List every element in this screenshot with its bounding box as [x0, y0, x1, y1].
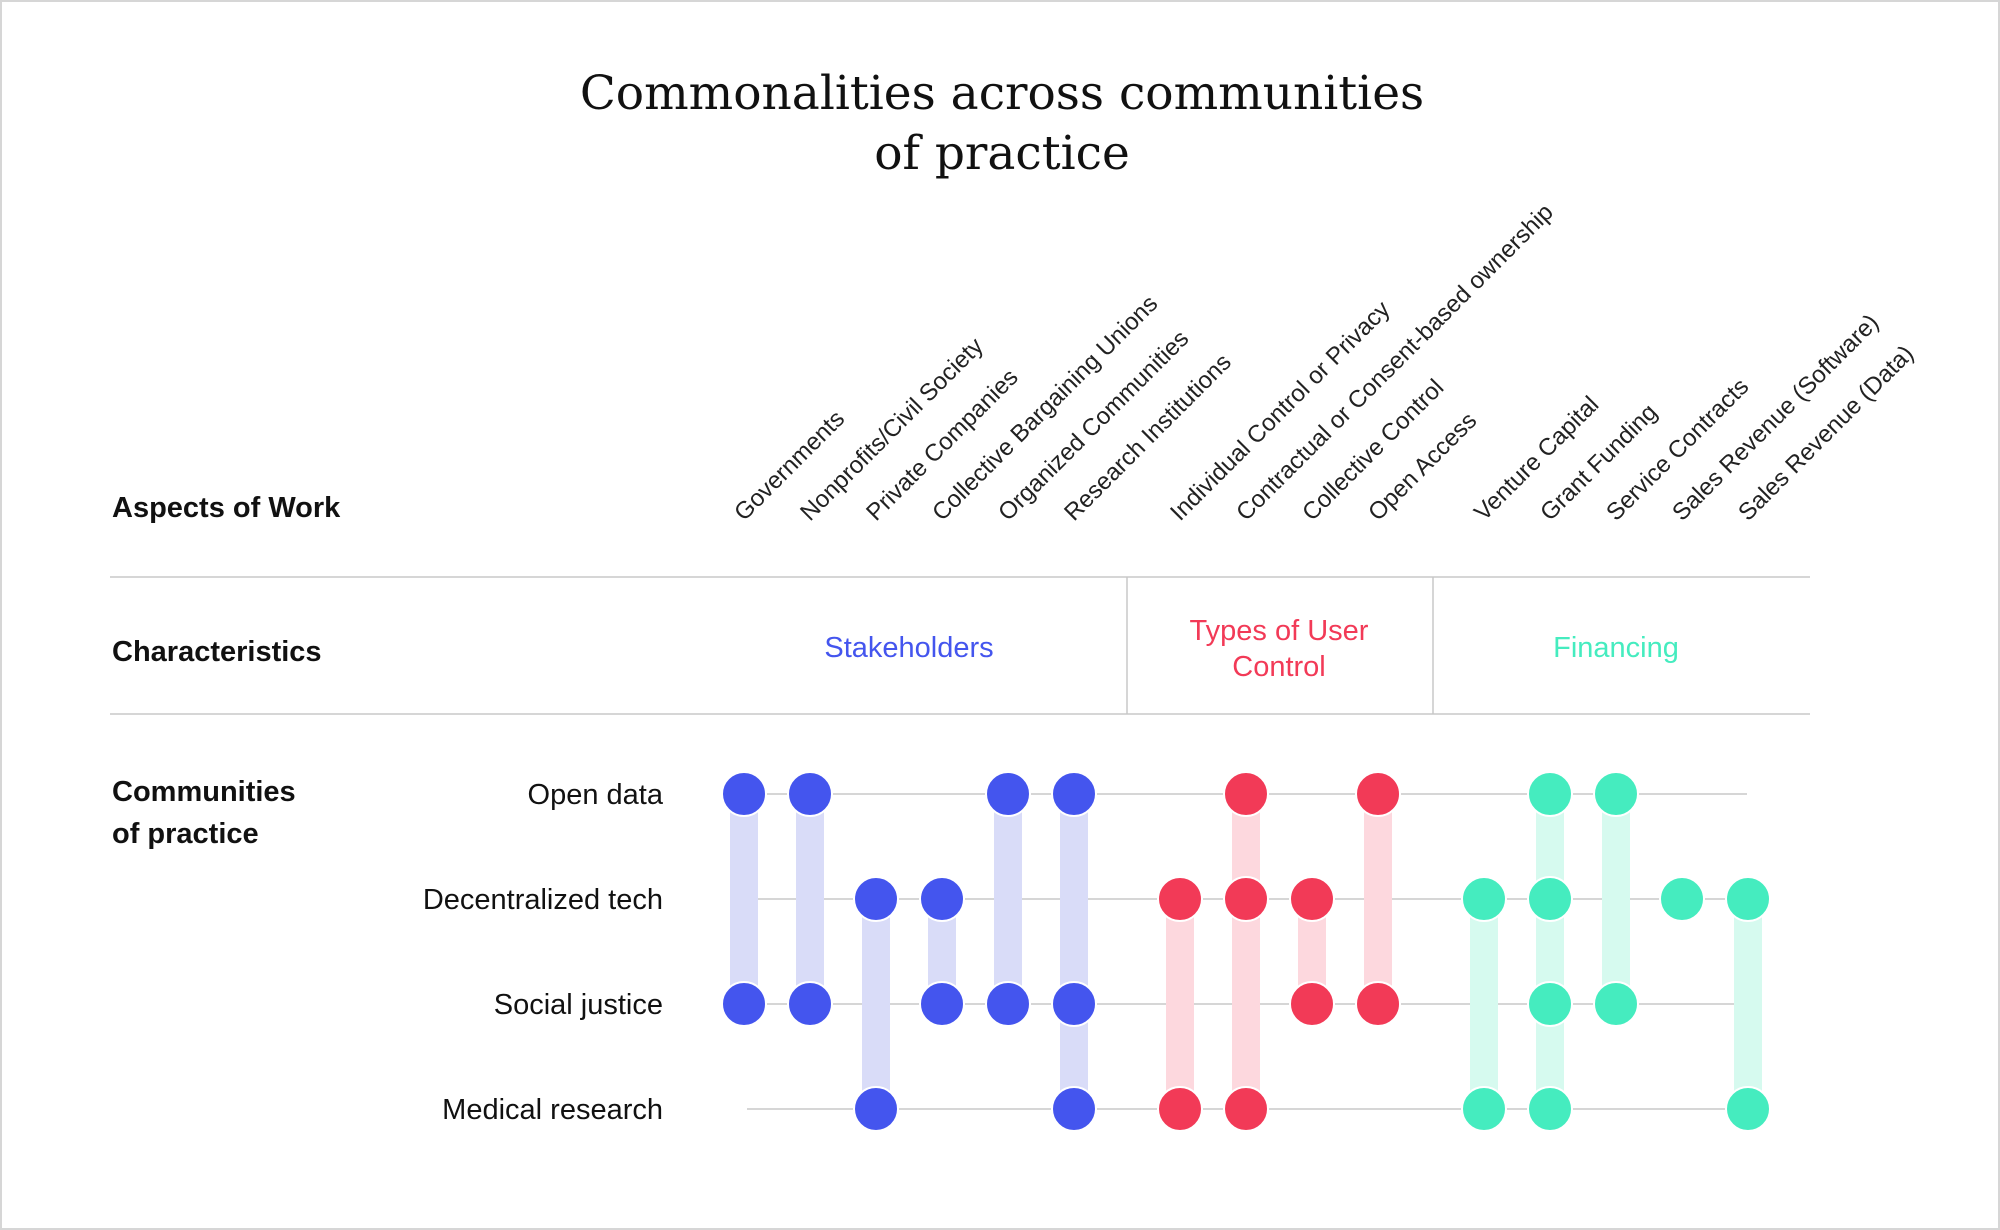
- dot-open-access-social-justice: [1355, 981, 1401, 1027]
- connector-bar-research-institutions: [1060, 794, 1088, 1109]
- dot-private-companies-medical-research: [853, 1086, 899, 1132]
- community-label-open-data: Open data: [528, 779, 664, 811]
- community-label-social-justice: Social justice: [494, 989, 663, 1021]
- column-label-grant-funding: Grant Funding: [1535, 399, 1663, 527]
- connector-bar-grant-funding: [1536, 794, 1564, 1109]
- chart-title: Commonalities across communities of prac…: [452, 64, 1552, 184]
- dot-collective-bargaining-unions-social-justice: [919, 981, 965, 1027]
- connector-bar-organized-communities: [994, 794, 1022, 1004]
- dot-grant-funding-social-justice: [1527, 981, 1573, 1027]
- dot-collective-control-decentralized-tech: [1289, 876, 1335, 922]
- group-label-line-1: Financing: [1553, 632, 1679, 664]
- group-label-line-1: Stakeholders: [824, 632, 993, 664]
- dot-research-institutions-open-data: [1051, 771, 1097, 817]
- dot-contractual-or-consent-based-ownership-decentralized-tech: [1223, 876, 1269, 922]
- group-label-financing: Financing: [1553, 632, 1679, 664]
- dot-research-institutions-medical-research: [1051, 1086, 1097, 1132]
- dot-collective-bargaining-unions-decentralized-tech: [919, 876, 965, 922]
- group-label-line-2: Control: [1232, 651, 1326, 683]
- group-label-line-1: Types of User: [1190, 615, 1369, 647]
- dot-grant-funding-open-data: [1527, 771, 1573, 817]
- community-label-medical-research: Medical research: [442, 1094, 663, 1126]
- dot-individual-control-or-privacy-medical-research: [1157, 1086, 1203, 1132]
- community-label-decentralized-tech: Decentralized tech: [423, 884, 663, 916]
- dot-grant-funding-decentralized-tech: [1527, 876, 1573, 922]
- connector-bar-governments: [730, 794, 758, 1004]
- dot-contractual-or-consent-based-ownership-open-data: [1223, 771, 1269, 817]
- dot-contractual-or-consent-based-ownership-medical-research: [1223, 1086, 1269, 1132]
- dot-research-institutions-social-justice: [1051, 981, 1097, 1027]
- communities-label-line-2: of practice: [112, 818, 259, 850]
- connector-bar-venture-capital: [1470, 899, 1498, 1109]
- connector-bar-service-contracts: [1602, 794, 1630, 1004]
- dot-nonprofits-civil-society-open-data: [787, 771, 833, 817]
- dot-sales-revenue-data-decentralized-tech: [1725, 876, 1771, 922]
- dot-collective-control-social-justice: [1289, 981, 1335, 1027]
- aspects-of-work-label: Aspects of Work: [112, 492, 341, 524]
- connector-bar-contractual-or-consent-based-ownership: [1232, 794, 1260, 1109]
- connector-bar-sales-revenue-data: [1734, 899, 1762, 1109]
- dot-sales-revenue-software-decentralized-tech: [1659, 876, 1705, 922]
- dot-nonprofits-civil-society-social-justice: [787, 981, 833, 1027]
- dot-venture-capital-medical-research: [1461, 1086, 1507, 1132]
- dot-venture-capital-decentralized-tech: [1461, 876, 1507, 922]
- dot-open-access-open-data: [1355, 771, 1401, 817]
- communities-label: Communities of practice: [112, 771, 296, 855]
- dot-sales-revenue-data-medical-research: [1725, 1086, 1771, 1132]
- chart-title-line-1: Commonalities across communities: [579, 66, 1425, 121]
- dot-private-companies-decentralized-tech: [853, 876, 899, 922]
- connector-bar-private-companies: [862, 899, 890, 1109]
- dot-service-contracts-social-justice: [1593, 981, 1639, 1027]
- dot-individual-control-or-privacy-decentralized-tech: [1157, 876, 1203, 922]
- characteristics-label: Characteristics: [112, 636, 322, 668]
- dot-governments-social-justice: [721, 981, 767, 1027]
- connector-bar-individual-control-or-privacy: [1166, 899, 1194, 1109]
- dot-governments-open-data: [721, 771, 767, 817]
- dot-service-contracts-open-data: [1593, 771, 1639, 817]
- connector-bar-open-access: [1364, 794, 1392, 1004]
- group-label-user-control: Types of User Control: [1190, 615, 1369, 683]
- connector-bar-nonprofits-civil-society: [796, 794, 824, 1004]
- dot-organized-communities-open-data: [985, 771, 1031, 817]
- communities-label-line-1: Communities: [112, 776, 296, 808]
- chart-title-line-2: of practice: [874, 126, 1130, 181]
- dot-organized-communities-social-justice: [985, 981, 1031, 1027]
- dot-grant-funding-medical-research: [1527, 1086, 1573, 1132]
- group-label-stakeholders: Stakeholders: [824, 632, 993, 664]
